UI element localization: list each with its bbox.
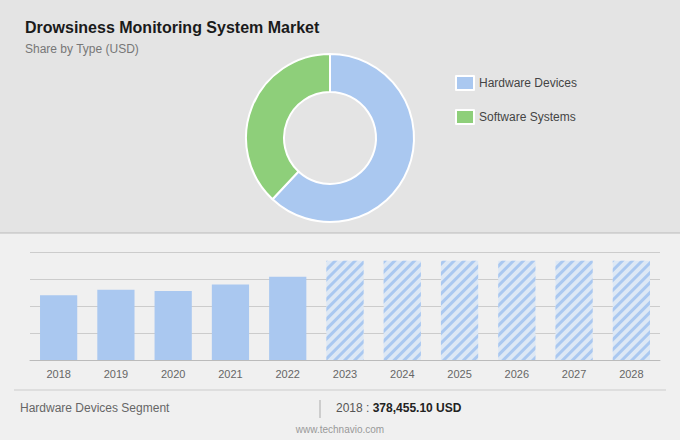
svg-text:2019: 2019: [104, 368, 128, 380]
svg-text:2021: 2021: [218, 368, 242, 380]
svg-text:2026: 2026: [505, 368, 529, 380]
svg-text:2020: 2020: [161, 368, 185, 380]
svg-text:Hardware Devices Segment: Hardware Devices Segment: [20, 401, 170, 415]
svg-text:2024: 2024: [390, 368, 414, 380]
svg-text:www.technavio.com: www.technavio.com: [295, 424, 384, 435]
svg-text:378,455.10 USD: 378,455.10 USD: [373, 401, 462, 415]
svg-text:2025: 2025: [447, 368, 471, 380]
svg-text:Software Systems: Software Systems: [479, 110, 576, 124]
svg-text:2018: 2018: [46, 368, 70, 380]
svg-text:Drowsiness Monitoring System M: Drowsiness Monitoring System Market: [25, 19, 320, 36]
svg-text:Share by Type (USD): Share by Type (USD): [25, 42, 139, 56]
svg-text:2027: 2027: [562, 368, 586, 380]
svg-text:2028: 2028: [619, 368, 643, 380]
svg-text:2018 :: 2018 :: [336, 401, 369, 415]
svg-text:2022: 2022: [275, 368, 299, 380]
svg-text:Hardware Devices: Hardware Devices: [479, 76, 577, 90]
svg-text:2023: 2023: [333, 368, 357, 380]
